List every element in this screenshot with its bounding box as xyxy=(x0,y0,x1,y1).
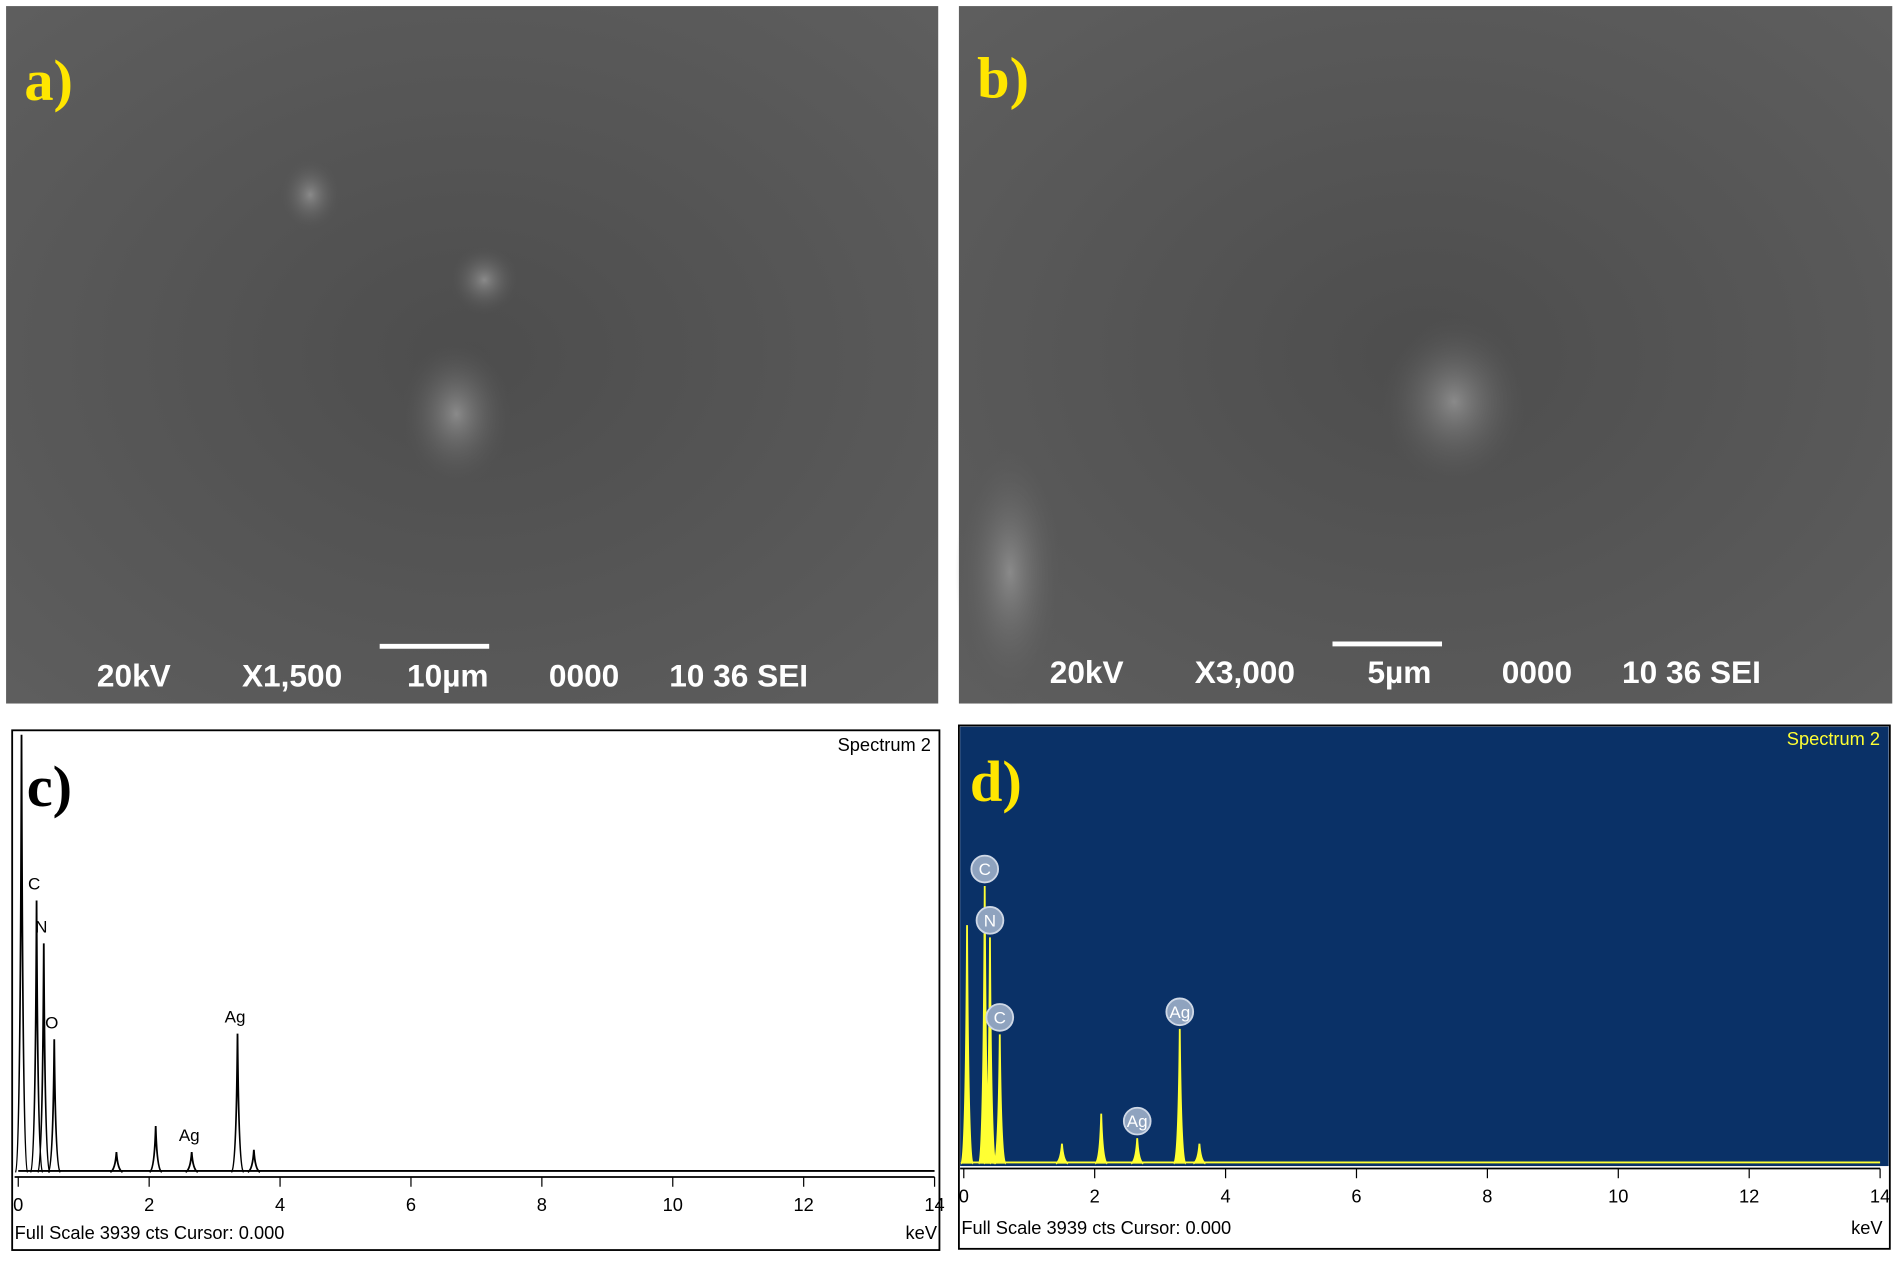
peak xyxy=(230,1033,245,1173)
x-tick-label: 4 xyxy=(275,1194,285,1215)
info: X3,000 xyxy=(1195,654,1295,690)
x-tick-label: 14 xyxy=(924,1194,944,1215)
peak-marker xyxy=(975,906,1005,935)
peak-label: Ag xyxy=(179,1126,200,1145)
particle xyxy=(279,158,341,232)
peak-label: C xyxy=(979,860,991,879)
x-tick-label: 10 xyxy=(1608,1186,1628,1207)
x-unit: keV xyxy=(906,1222,938,1243)
peak xyxy=(47,1039,62,1173)
peak xyxy=(992,1034,1007,1165)
info: 5µm xyxy=(1367,654,1431,690)
peak xyxy=(1055,1143,1069,1165)
x-tick-label: 10 xyxy=(663,1194,683,1215)
x-tick-label: 8 xyxy=(537,1194,547,1215)
peak xyxy=(960,925,974,1165)
panel-label: a) xyxy=(24,48,73,113)
x-tick-label: 0 xyxy=(959,1186,969,1207)
sem-panel-b: b) 20kV X3,000 5µm 0000 10 36 SEI xyxy=(955,6,1893,706)
peak xyxy=(1094,1113,1108,1165)
peak xyxy=(185,1151,199,1173)
peak-marker xyxy=(985,1003,1015,1032)
info: 20kV xyxy=(97,657,171,693)
x-tick-label: 12 xyxy=(1739,1186,1759,1207)
peak-label: C xyxy=(28,875,40,894)
plot-background xyxy=(960,726,1889,1167)
peak xyxy=(148,1126,163,1173)
panel-label: c) xyxy=(27,754,72,819)
peak-label: Ag xyxy=(225,1008,246,1027)
peak xyxy=(1172,1028,1187,1165)
info: 10 36 SEI xyxy=(669,657,808,693)
x-tick-label: 0 xyxy=(13,1194,23,1215)
panel-label: b) xyxy=(977,45,1029,110)
footer: Full Scale 3939 cts Cursor: 0.000 xyxy=(961,1217,1231,1238)
peak-label: O xyxy=(45,1013,58,1032)
info: X1,500 xyxy=(242,657,342,693)
peak xyxy=(247,1149,261,1173)
x-tick-label: 6 xyxy=(406,1194,416,1215)
peak xyxy=(109,1151,124,1173)
peak-marker xyxy=(1122,1106,1152,1136)
info: 0000 xyxy=(1502,654,1572,690)
x-tick-label: 4 xyxy=(1221,1186,1231,1207)
peak xyxy=(36,943,51,1173)
x-tick-label: 6 xyxy=(1351,1186,1361,1207)
particle xyxy=(450,245,519,315)
peak xyxy=(14,734,29,1174)
footer: Full Scale 3939 cts Cursor: 0.000 xyxy=(15,1222,285,1243)
info: 20kV xyxy=(1050,654,1124,690)
particle xyxy=(1381,316,1528,487)
peak-label: N xyxy=(35,917,47,936)
spectrum-frame xyxy=(11,729,941,1251)
x-tick-label: 2 xyxy=(1090,1186,1100,1207)
x-tick-label: 12 xyxy=(794,1194,814,1215)
peak-label: Ag xyxy=(1169,1003,1190,1022)
sem-panel-a: a) 20kV X1,500 10µm 0000 10 36 SEI xyxy=(6,6,939,704)
bright-region xyxy=(955,438,1065,706)
x-unit: keV xyxy=(1851,1217,1883,1238)
peak-label: N xyxy=(984,911,996,930)
particle xyxy=(401,340,512,487)
peak xyxy=(983,937,997,1165)
info: 0000 xyxy=(549,657,619,693)
peak xyxy=(1192,1143,1207,1165)
x-tick-label: 14 xyxy=(1870,1186,1890,1207)
peak-label: C xyxy=(994,1008,1006,1027)
peak xyxy=(1130,1138,1144,1165)
x-tick-label: 2 xyxy=(144,1194,154,1215)
panel-label: d) xyxy=(970,749,1022,814)
info: 10µm xyxy=(407,657,489,693)
peak-marker xyxy=(970,854,1000,884)
spectrum-title: Spectrum 2 xyxy=(1787,728,1880,749)
peak-marker xyxy=(1165,997,1195,1027)
peak-label: Ag xyxy=(1127,1112,1148,1131)
x-tick-label: 8 xyxy=(1482,1186,1492,1207)
info: 10 36 SEI xyxy=(1622,654,1761,690)
spectrum-title: Spectrum 2 xyxy=(838,734,931,755)
